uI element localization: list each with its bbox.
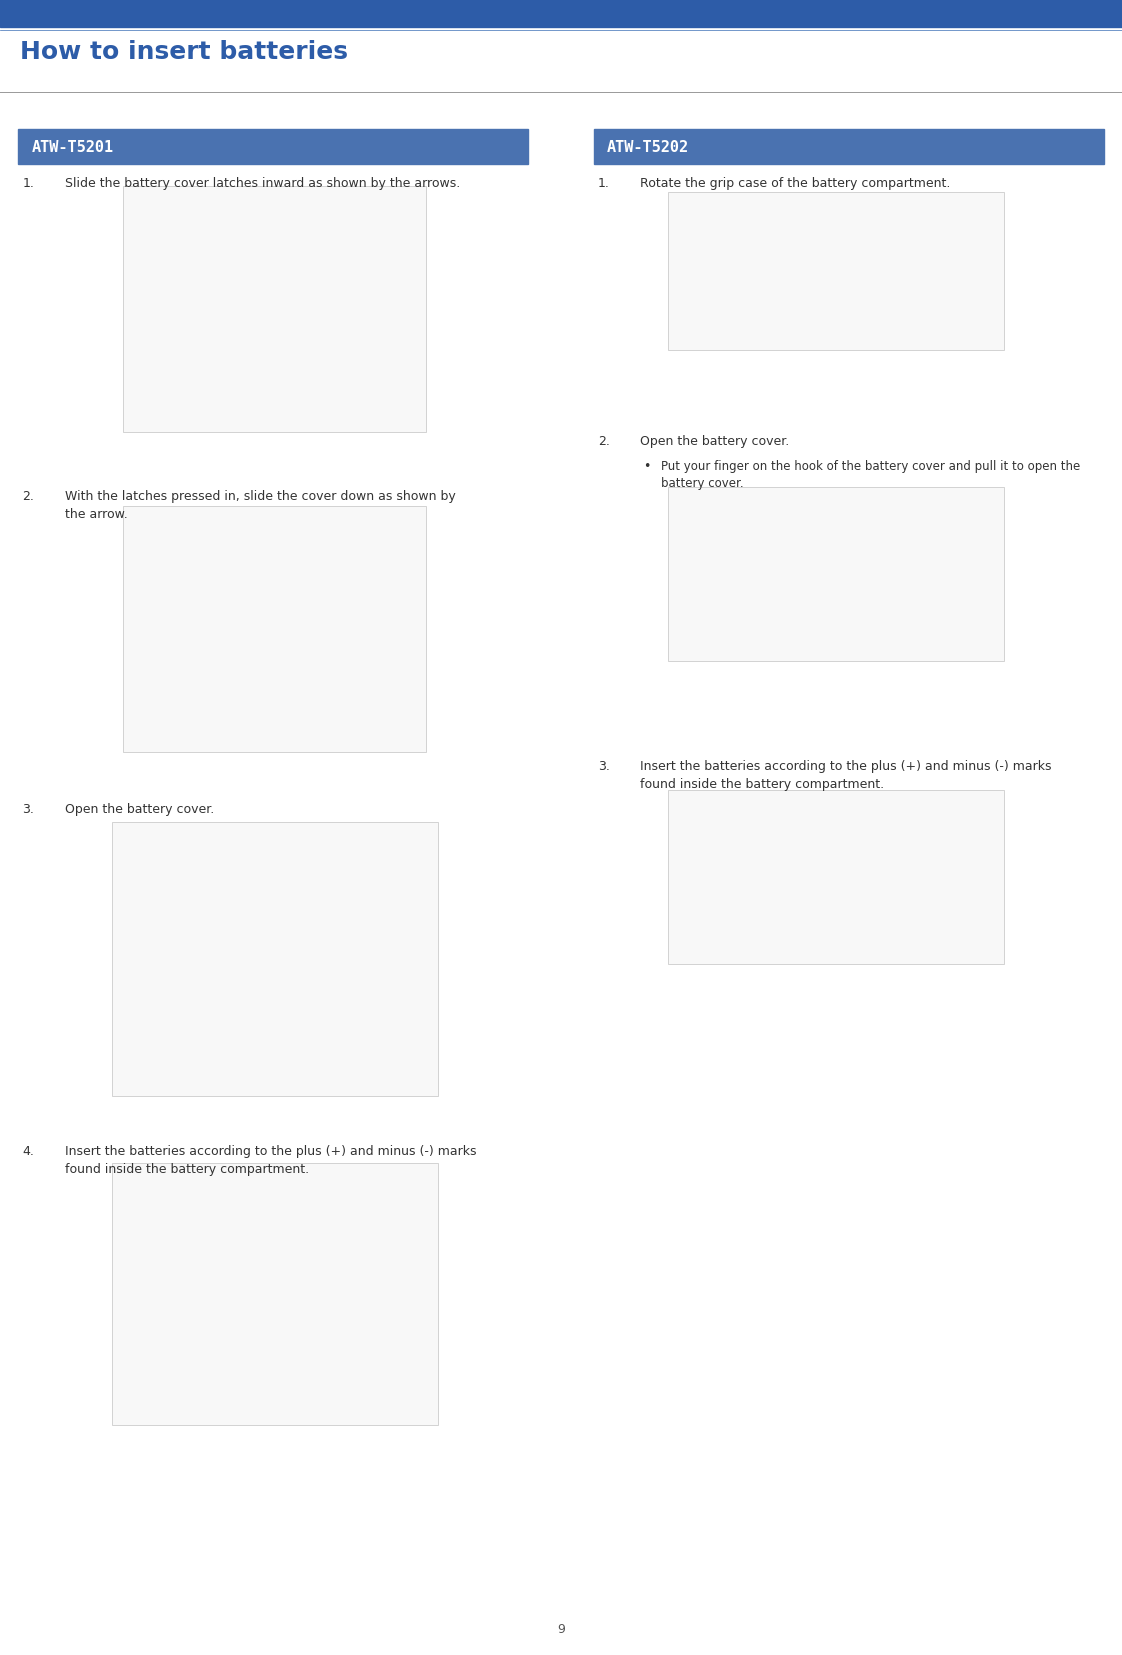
Bar: [594, 131, 1104, 166]
Text: ATW-T5201: ATW-T5201: [31, 141, 113, 156]
Bar: [668, 488, 1004, 662]
Text: 1.: 1.: [22, 177, 35, 190]
Text: 2.: 2.: [598, 435, 610, 449]
Text: 2.: 2.: [22, 490, 35, 503]
Bar: [112, 1163, 438, 1425]
Text: 4.: 4.: [22, 1144, 35, 1157]
Text: 1.: 1.: [598, 177, 610, 190]
Text: Open the battery cover.: Open the battery cover.: [640, 435, 789, 449]
Bar: [123, 187, 426, 432]
Bar: [668, 791, 1004, 965]
Text: Insert the batteries according to the plus (+) and minus (-) marks
found inside : Insert the batteries according to the pl…: [65, 1144, 477, 1175]
Bar: [0, 0, 1122, 28]
Bar: [18, 131, 528, 166]
Text: How to insert batteries: How to insert batteries: [20, 40, 348, 65]
Text: ATW-T5202: ATW-T5202: [607, 141, 689, 156]
Bar: [112, 823, 438, 1096]
Text: 3.: 3.: [22, 803, 35, 816]
Text: 3.: 3.: [598, 760, 610, 773]
Bar: [668, 194, 1004, 351]
Text: 9: 9: [557, 1622, 565, 1635]
Text: Open the battery cover.: Open the battery cover.: [65, 803, 214, 816]
Text: Slide the battery cover latches inward as shown by the arrows.: Slide the battery cover latches inward a…: [65, 177, 460, 190]
Text: Rotate the grip case of the battery compartment.: Rotate the grip case of the battery comp…: [640, 177, 950, 190]
Text: Put your finger on the hook of the battery cover and pull it to open the battery: Put your finger on the hook of the batte…: [661, 460, 1080, 490]
Text: With the latches pressed in, slide the cover down as shown by
the arrow.: With the latches pressed in, slide the c…: [65, 490, 456, 521]
Text: •: •: [643, 460, 651, 473]
Text: Insert the batteries according to the plus (+) and minus (-) marks
found inside : Insert the batteries according to the pl…: [640, 760, 1051, 791]
Bar: [123, 506, 426, 751]
